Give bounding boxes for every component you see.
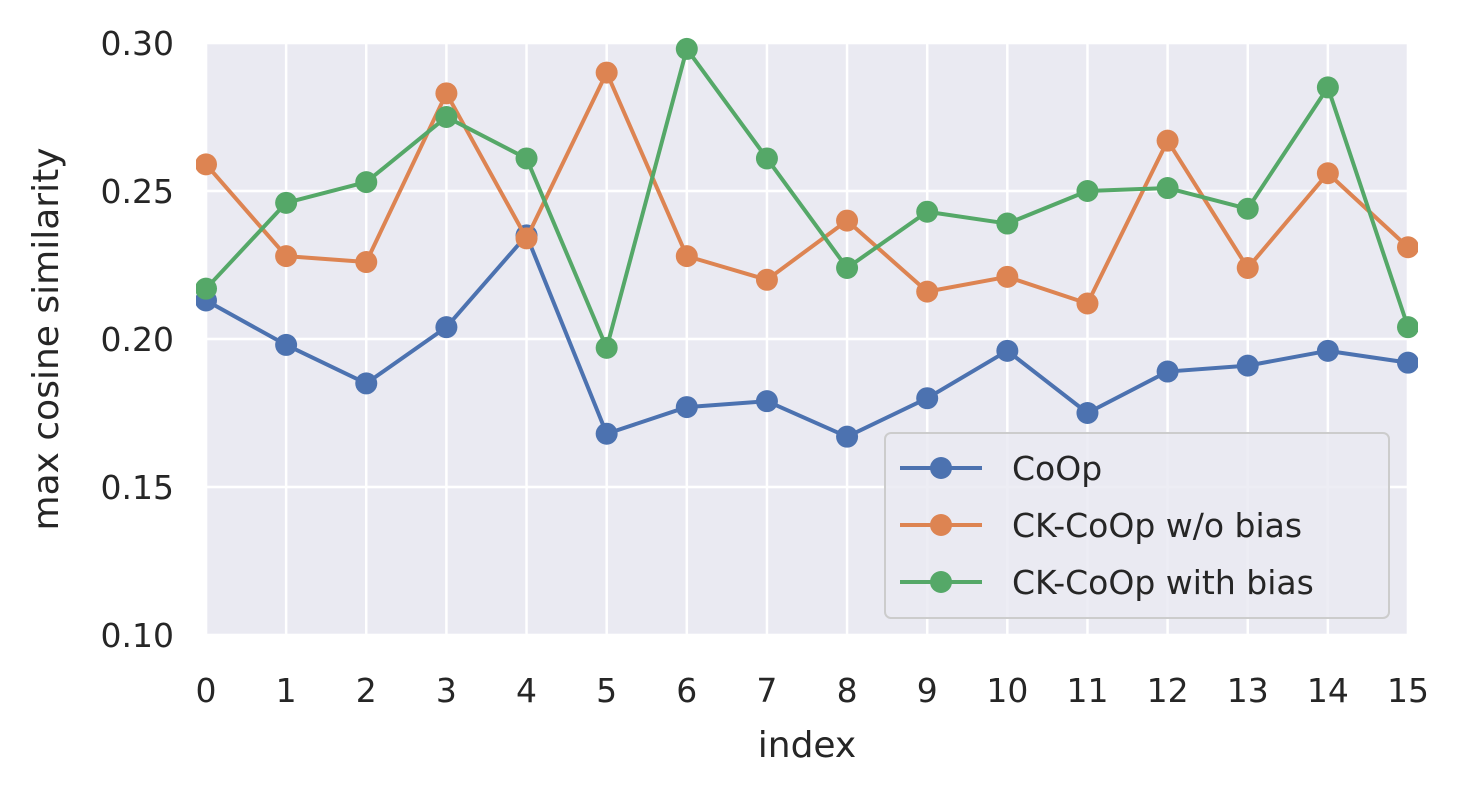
data-point <box>1156 360 1179 383</box>
data-point <box>595 61 618 84</box>
data-point <box>1316 162 1339 185</box>
data-point <box>1397 316 1418 339</box>
data-point <box>1236 354 1259 377</box>
x-axis-label: index <box>758 725 857 766</box>
data-point <box>1076 180 1099 202</box>
x-tick-label: 8 <box>837 671 858 710</box>
legend-marker <box>930 514 952 536</box>
data-point <box>1156 177 1179 200</box>
legend-item: CK-CoOp with bias <box>900 563 1314 602</box>
data-point <box>1316 339 1339 362</box>
data-point <box>996 339 1019 362</box>
legend-label: CK-CoOp with bias <box>1012 563 1314 602</box>
data-point <box>355 171 378 194</box>
x-tick-label: 14 <box>1307 671 1349 710</box>
data-point <box>916 387 939 410</box>
y-tick-label: 0.20 <box>101 320 174 359</box>
y-tick-label: 0.25 <box>101 172 174 211</box>
legend-marker <box>930 457 952 479</box>
series-line <box>205 233 1409 439</box>
x-tick-label: 7 <box>756 671 777 710</box>
data-point <box>675 396 698 419</box>
data-point <box>435 82 458 105</box>
data-point <box>595 336 618 359</box>
data-point <box>275 333 298 356</box>
data-point <box>916 280 939 303</box>
data-point <box>836 209 859 232</box>
data-point <box>1316 76 1339 99</box>
legend-box <box>884 432 1390 619</box>
data-point <box>1236 197 1259 220</box>
data-point <box>1156 129 1179 152</box>
x-tick-label: 2 <box>356 671 377 710</box>
series-line <box>204 70 1410 306</box>
series-ck-coop-with-bias <box>196 37 1418 359</box>
data-point <box>1076 402 1099 424</box>
data-point <box>836 256 859 279</box>
x-tick-label: 9 <box>917 671 938 710</box>
legend-label: CoOp <box>1012 449 1102 488</box>
data-point <box>916 200 939 223</box>
legend-item: CK-CoOp w/o bias <box>900 506 1302 545</box>
data-point <box>515 227 538 250</box>
x-tick-label: 4 <box>516 671 537 710</box>
data-point <box>755 268 778 291</box>
x-tick-label: 13 <box>1227 671 1269 710</box>
data-point <box>435 316 458 339</box>
y-tick-label: 0.15 <box>101 468 174 507</box>
data-point <box>595 422 618 445</box>
data-point <box>435 106 458 128</box>
data-point <box>996 212 1019 235</box>
data-point <box>196 153 217 176</box>
y-tick-label: 0.10 <box>101 616 174 655</box>
data-point <box>1397 351 1418 374</box>
x-tick-label: 11 <box>1066 671 1108 710</box>
data-point <box>355 372 378 395</box>
series-group <box>196 37 1418 448</box>
y-axis-label: max cosine similarity <box>26 148 67 531</box>
y-tick-label: 0.30 <box>101 24 174 63</box>
x-tick-label: 5 <box>596 671 617 710</box>
legend: CoOp CK-CoOp w/o bias CK-CoOp with bias <box>884 432 1390 619</box>
series-coop <box>196 224 1418 448</box>
legend-label: CK-CoOp w/o bias <box>1012 506 1302 545</box>
data-point <box>275 245 298 268</box>
data-point <box>675 37 698 60</box>
data-point <box>275 191 298 214</box>
x-tick-label: 6 <box>676 671 697 710</box>
data-point <box>755 147 778 170</box>
series-ck-coop-w-o-bias <box>196 61 1418 315</box>
data-point <box>1397 236 1418 259</box>
legend-marker <box>930 571 952 593</box>
data-point <box>836 425 859 448</box>
x-tick-label: 0 <box>196 671 217 710</box>
x-tick-label: 15 <box>1387 671 1429 710</box>
data-point <box>996 265 1019 288</box>
data-point <box>196 277 217 300</box>
data-point <box>515 147 538 170</box>
tick-labels: 0 1 2 3 4 5 6 7 8 9 10 11 12 13 14 150.100.150.200.250.… <box>101 24 1429 710</box>
legend-item: CoOp <box>900 449 1102 488</box>
x-tick-label: 12 <box>1147 671 1189 710</box>
data-point <box>1076 292 1099 315</box>
data-point <box>355 251 378 274</box>
data-point <box>675 245 698 268</box>
data-point <box>755 390 778 413</box>
x-tick-label: 1 <box>276 671 297 710</box>
data-point <box>1236 256 1259 279</box>
x-tick-label: 3 <box>436 671 457 710</box>
x-tick-label: 10 <box>986 671 1028 710</box>
series-line <box>204 46 1410 350</box>
